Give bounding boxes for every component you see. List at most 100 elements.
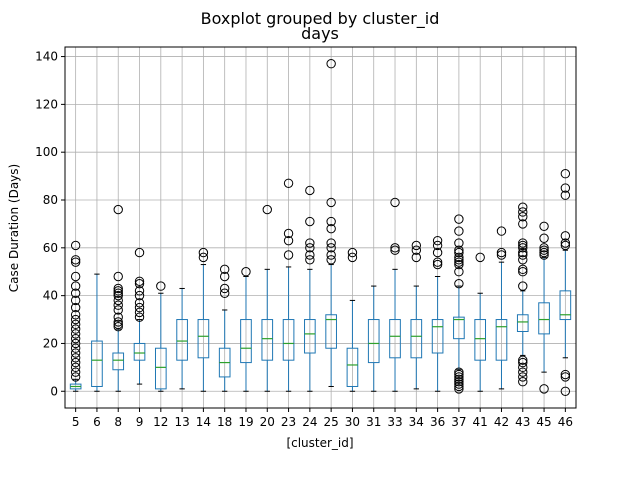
- flier-point: [156, 281, 166, 291]
- flier-point: [539, 384, 549, 394]
- flier-point: [454, 238, 464, 248]
- flier-point: [454, 255, 464, 265]
- flier-point: [326, 250, 336, 260]
- flier-point: [134, 312, 145, 322]
- flier-point: [454, 367, 464, 377]
- flier-point: [219, 271, 230, 282]
- box: [261, 319, 274, 361]
- flier-point: [326, 59, 336, 69]
- flier-point: [326, 223, 336, 234]
- flier-point: [496, 226, 507, 236]
- flier-point: [70, 240, 81, 251]
- x-tick-label: 41: [473, 415, 488, 429]
- flier-point: [134, 298, 145, 308]
- flier-point: [518, 250, 528, 260]
- flier-point: [70, 343, 81, 353]
- box-group: [197, 247, 210, 392]
- flier-point: [113, 300, 123, 310]
- x-tick-label: 23: [281, 415, 296, 429]
- y-tick-label: 80: [43, 193, 58, 207]
- flier-point: [518, 243, 528, 253]
- flier-point: [454, 226, 464, 236]
- flier-point: [219, 264, 230, 275]
- flier-point: [432, 247, 443, 258]
- x-tick-label: 8: [114, 415, 122, 429]
- flier-point: [560, 238, 571, 248]
- box: [91, 340, 103, 387]
- flier-point: [560, 183, 571, 193]
- flier-point: [518, 240, 528, 251]
- x-tick-label: 36: [430, 415, 445, 429]
- box-group: [133, 247, 146, 385]
- flier-point: [560, 190, 571, 200]
- box-group: [176, 287, 188, 390]
- flier-point: [432, 240, 443, 251]
- box: [346, 347, 359, 387]
- flier-point: [454, 372, 464, 382]
- y-tick-label: 120: [35, 97, 58, 111]
- box-group: [389, 197, 401, 392]
- flier-point: [262, 204, 272, 215]
- box: [474, 319, 487, 361]
- box-group: [91, 273, 103, 392]
- box: [154, 347, 167, 390]
- flier-point: [432, 257, 443, 267]
- x-tick-label: 12: [153, 415, 168, 429]
- flier-point: [454, 267, 464, 277]
- flier-point: [113, 317, 123, 327]
- y-tick-label: 60: [43, 241, 58, 255]
- box-group: [346, 247, 359, 392]
- flier-point: [560, 169, 571, 179]
- flier-point: [113, 283, 123, 294]
- flier-point: [326, 197, 336, 208]
- flier-point: [305, 238, 315, 248]
- flier-point: [454, 252, 464, 263]
- box-group: [474, 252, 487, 392]
- flier-point: [283, 228, 294, 239]
- flier-point: [518, 362, 528, 373]
- flier-point: [113, 288, 123, 298]
- flier-point: [411, 245, 422, 255]
- box-group: [112, 204, 125, 392]
- box-group: [218, 264, 231, 392]
- flier-point: [539, 247, 549, 258]
- flier-point: [70, 310, 81, 320]
- flier-point: [560, 372, 571, 382]
- flier-point: [432, 259, 443, 270]
- flier-point: [347, 252, 358, 263]
- flier-point: [454, 379, 464, 389]
- flier-point: [70, 255, 81, 265]
- box: [282, 319, 295, 361]
- plot-frame: [64, 46, 577, 409]
- flier-point: [70, 288, 81, 298]
- flier-point: [411, 240, 422, 251]
- x-tick-label: 34: [409, 415, 424, 429]
- box-group: [240, 267, 252, 392]
- flier-point: [134, 276, 145, 286]
- y-tick-label: 40: [43, 289, 58, 303]
- flier-point: [518, 247, 528, 258]
- flier-point: [134, 290, 145, 301]
- box-layer: [69, 59, 572, 396]
- x-tick-label: 20: [260, 415, 275, 429]
- x-tick-label: 5: [72, 415, 80, 429]
- box: [453, 316, 465, 340]
- y-tick-label: 0: [50, 384, 58, 398]
- flier-point: [454, 384, 464, 394]
- box: [197, 319, 210, 359]
- x-tick-label: 37: [451, 415, 466, 429]
- flier-point: [518, 238, 528, 248]
- flier-point: [326, 243, 336, 253]
- flier-point: [283, 235, 294, 246]
- flier-point: [454, 278, 464, 289]
- flier-point: [347, 247, 358, 258]
- flier-point: [134, 247, 145, 258]
- box-group: [559, 169, 572, 396]
- box: [516, 314, 529, 332]
- flier-point: [113, 295, 123, 306]
- flier-point: [70, 295, 81, 306]
- flier-point: [70, 353, 81, 363]
- flier-point: [454, 214, 464, 224]
- flier-point: [518, 207, 528, 217]
